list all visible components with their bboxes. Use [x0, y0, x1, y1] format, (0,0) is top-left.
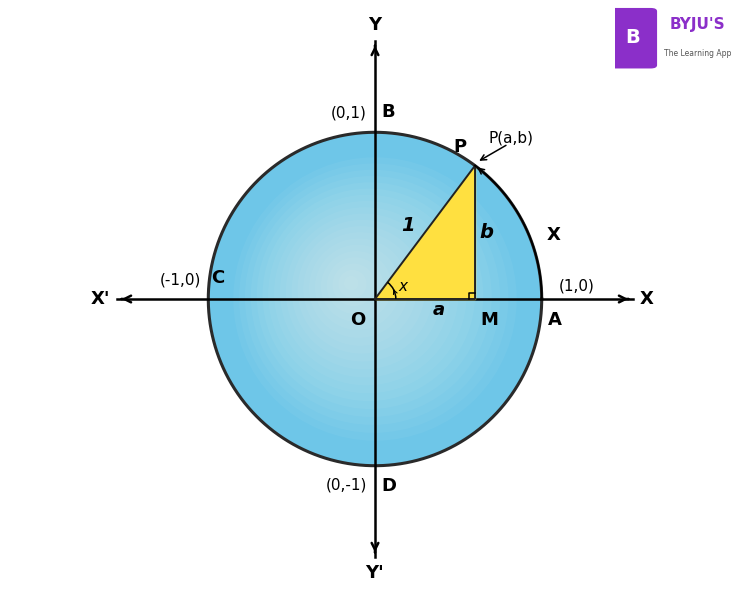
Text: M: M	[480, 311, 498, 329]
Text: (0,-1): (0,-1)	[326, 477, 367, 492]
Text: C: C	[211, 269, 225, 287]
Text: a: a	[432, 301, 445, 319]
Text: 1: 1	[401, 216, 416, 235]
Text: P: P	[454, 138, 466, 155]
Polygon shape	[209, 132, 542, 466]
Text: P(a,b): P(a,b)	[488, 130, 533, 146]
Text: B: B	[626, 28, 640, 47]
Text: X: X	[640, 290, 654, 308]
Polygon shape	[375, 166, 475, 299]
Text: (-1,0): (-1,0)	[160, 272, 202, 287]
Text: The Learning App: The Learning App	[664, 49, 731, 58]
Text: (1,0): (1,0)	[559, 279, 594, 294]
FancyBboxPatch shape	[609, 8, 657, 69]
Text: BYJU'S: BYJU'S	[670, 17, 726, 32]
Text: O: O	[350, 311, 365, 329]
Text: Y': Y'	[365, 564, 384, 582]
Text: B: B	[382, 103, 395, 121]
Text: X': X'	[91, 290, 110, 308]
Text: (0,1): (0,1)	[331, 106, 367, 121]
Text: A: A	[548, 311, 562, 329]
Text: x: x	[398, 279, 407, 294]
Text: b: b	[480, 223, 494, 242]
Text: Y: Y	[368, 16, 382, 34]
Text: D: D	[382, 477, 397, 495]
Text: X: X	[546, 226, 560, 244]
